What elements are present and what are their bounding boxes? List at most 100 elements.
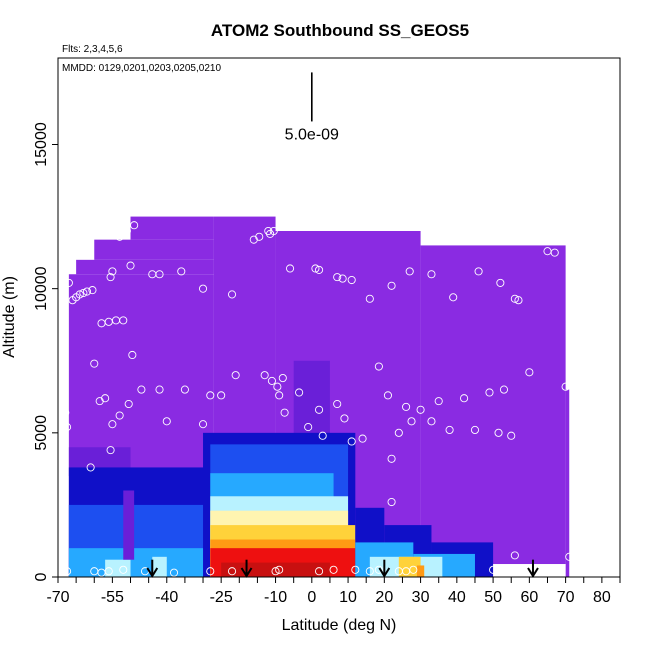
flight-point-6 <box>88 286 97 295</box>
flight-point-100 <box>119 565 128 574</box>
flight-point-59 <box>280 408 289 417</box>
flight-point-85 <box>561 382 570 391</box>
wind-arrow-3 <box>527 559 539 578</box>
flight-point-50 <box>206 391 215 400</box>
x-tick-label-3: -25 <box>210 589 233 606</box>
flight-point-77 <box>445 425 454 435</box>
heatmap-cell-2 <box>94 239 214 260</box>
flight-point-19 <box>255 232 264 241</box>
flight-point-72 <box>402 402 411 411</box>
x-tick-label-4: -10 <box>264 589 287 606</box>
dates-label: MMDD: 0129,0201,0203,0205,0210 <box>62 63 221 74</box>
flight-point-36 <box>510 294 519 303</box>
flight-point-47 <box>155 385 164 394</box>
flight-point-60 <box>295 388 304 397</box>
y-tick-label-3: 15000 <box>33 122 50 167</box>
x-tick-label-9: 40 <box>448 589 466 606</box>
flight-point-110 <box>365 567 374 576</box>
flights-label: Flts: 2,3,4,5,6 <box>62 44 123 55</box>
wind-arrow-2 <box>378 559 391 578</box>
flight-point-78 <box>460 394 469 403</box>
flight-point-96 <box>63 567 72 576</box>
flight-point-4 <box>79 288 88 298</box>
flight-point-31 <box>405 267 414 276</box>
x-tick-label-0: -70 <box>46 589 69 606</box>
flight-point-95 <box>387 497 396 507</box>
heatmap-cell-1 <box>76 259 214 275</box>
flight-point-10 <box>122 226 131 236</box>
flight-point-109 <box>351 565 360 574</box>
flight-point-83 <box>507 431 516 440</box>
flight-point-27 <box>338 274 347 283</box>
wind-arrow-0 <box>146 559 159 578</box>
flight-point-99 <box>104 567 113 576</box>
heatmap-cell-13 <box>105 559 131 577</box>
flight-point-94 <box>63 423 72 432</box>
flight-point-16 <box>198 284 208 293</box>
flight-point-43 <box>119 316 128 325</box>
flight-point-66 <box>347 437 356 446</box>
flight-point-90 <box>115 411 124 420</box>
flight-point-52 <box>198 420 208 429</box>
flight-point-49 <box>180 385 189 394</box>
flight-point-93 <box>61 408 70 417</box>
x-tick-label-12: 70 <box>557 589 575 606</box>
flight-point-53 <box>231 371 240 380</box>
flight-point-54 <box>260 371 269 380</box>
x-tick-label-11: 60 <box>520 589 538 606</box>
flight-point-103 <box>206 567 215 576</box>
flight-point-39 <box>550 248 559 257</box>
flight-point-8 <box>108 267 117 276</box>
heatmap-layer <box>68 216 570 578</box>
flight-point-44 <box>128 350 137 360</box>
scale-bar: 5.0e-09 <box>285 72 339 143</box>
flight-point-32 <box>427 270 436 279</box>
wind-arrow-head <box>146 567 159 578</box>
flight-point-69 <box>383 391 392 400</box>
x-tick-label-6: 10 <box>339 589 357 606</box>
x-tick-label-7: 20 <box>375 589 393 606</box>
flight-point-86 <box>90 359 99 368</box>
y-axis-label: Altitude (m) <box>1 276 18 358</box>
y-tick-label-1: 5000 <box>33 415 50 451</box>
flight-point-17 <box>227 290 237 299</box>
flight-point-7 <box>106 273 115 282</box>
flight-point-82 <box>499 385 509 394</box>
flight-point-104 <box>227 567 237 576</box>
flight-point-73 <box>407 417 416 426</box>
flight-point-116 <box>510 551 519 560</box>
wind-arrow-head <box>378 567 391 578</box>
flight-point-65 <box>340 414 349 423</box>
flight-point-14 <box>155 270 164 279</box>
flight-point-89 <box>108 420 117 429</box>
flight-point-29 <box>365 294 374 303</box>
flight-point-26 <box>333 273 342 282</box>
heatmap-cell-12 <box>68 548 211 577</box>
flight-point-107 <box>315 567 324 576</box>
flight-point-24 <box>311 264 320 273</box>
heatmap-cell-6 <box>420 245 566 577</box>
flight-point-102 <box>169 568 179 577</box>
x-tick-label-5: 0 <box>307 589 316 606</box>
flight-point-5 <box>82 287 92 296</box>
flight-point-67 <box>358 434 367 443</box>
flight-point-64 <box>333 399 342 409</box>
flight-point-114 <box>409 565 418 574</box>
heatmap-cell-15 <box>123 490 135 560</box>
flight-point-12 <box>126 261 135 270</box>
wind-arrow-head <box>240 567 253 578</box>
x-tick-label-13: 80 <box>593 589 611 606</box>
flight-point-61 <box>304 423 313 432</box>
flight-point-45 <box>124 399 133 409</box>
flight-point-80 <box>485 388 494 397</box>
wind-arrows <box>146 559 539 578</box>
flight-point-76 <box>434 397 443 406</box>
flight-point-30 <box>387 281 396 290</box>
flight-point-75 <box>427 417 436 426</box>
heatmap-cell-31 <box>398 556 421 577</box>
flight-point-70 <box>387 454 396 463</box>
scale-bar-label: 5.0e-09 <box>285 126 339 143</box>
flight-point-51 <box>217 391 226 400</box>
x-tick-label-10: 50 <box>484 589 502 606</box>
